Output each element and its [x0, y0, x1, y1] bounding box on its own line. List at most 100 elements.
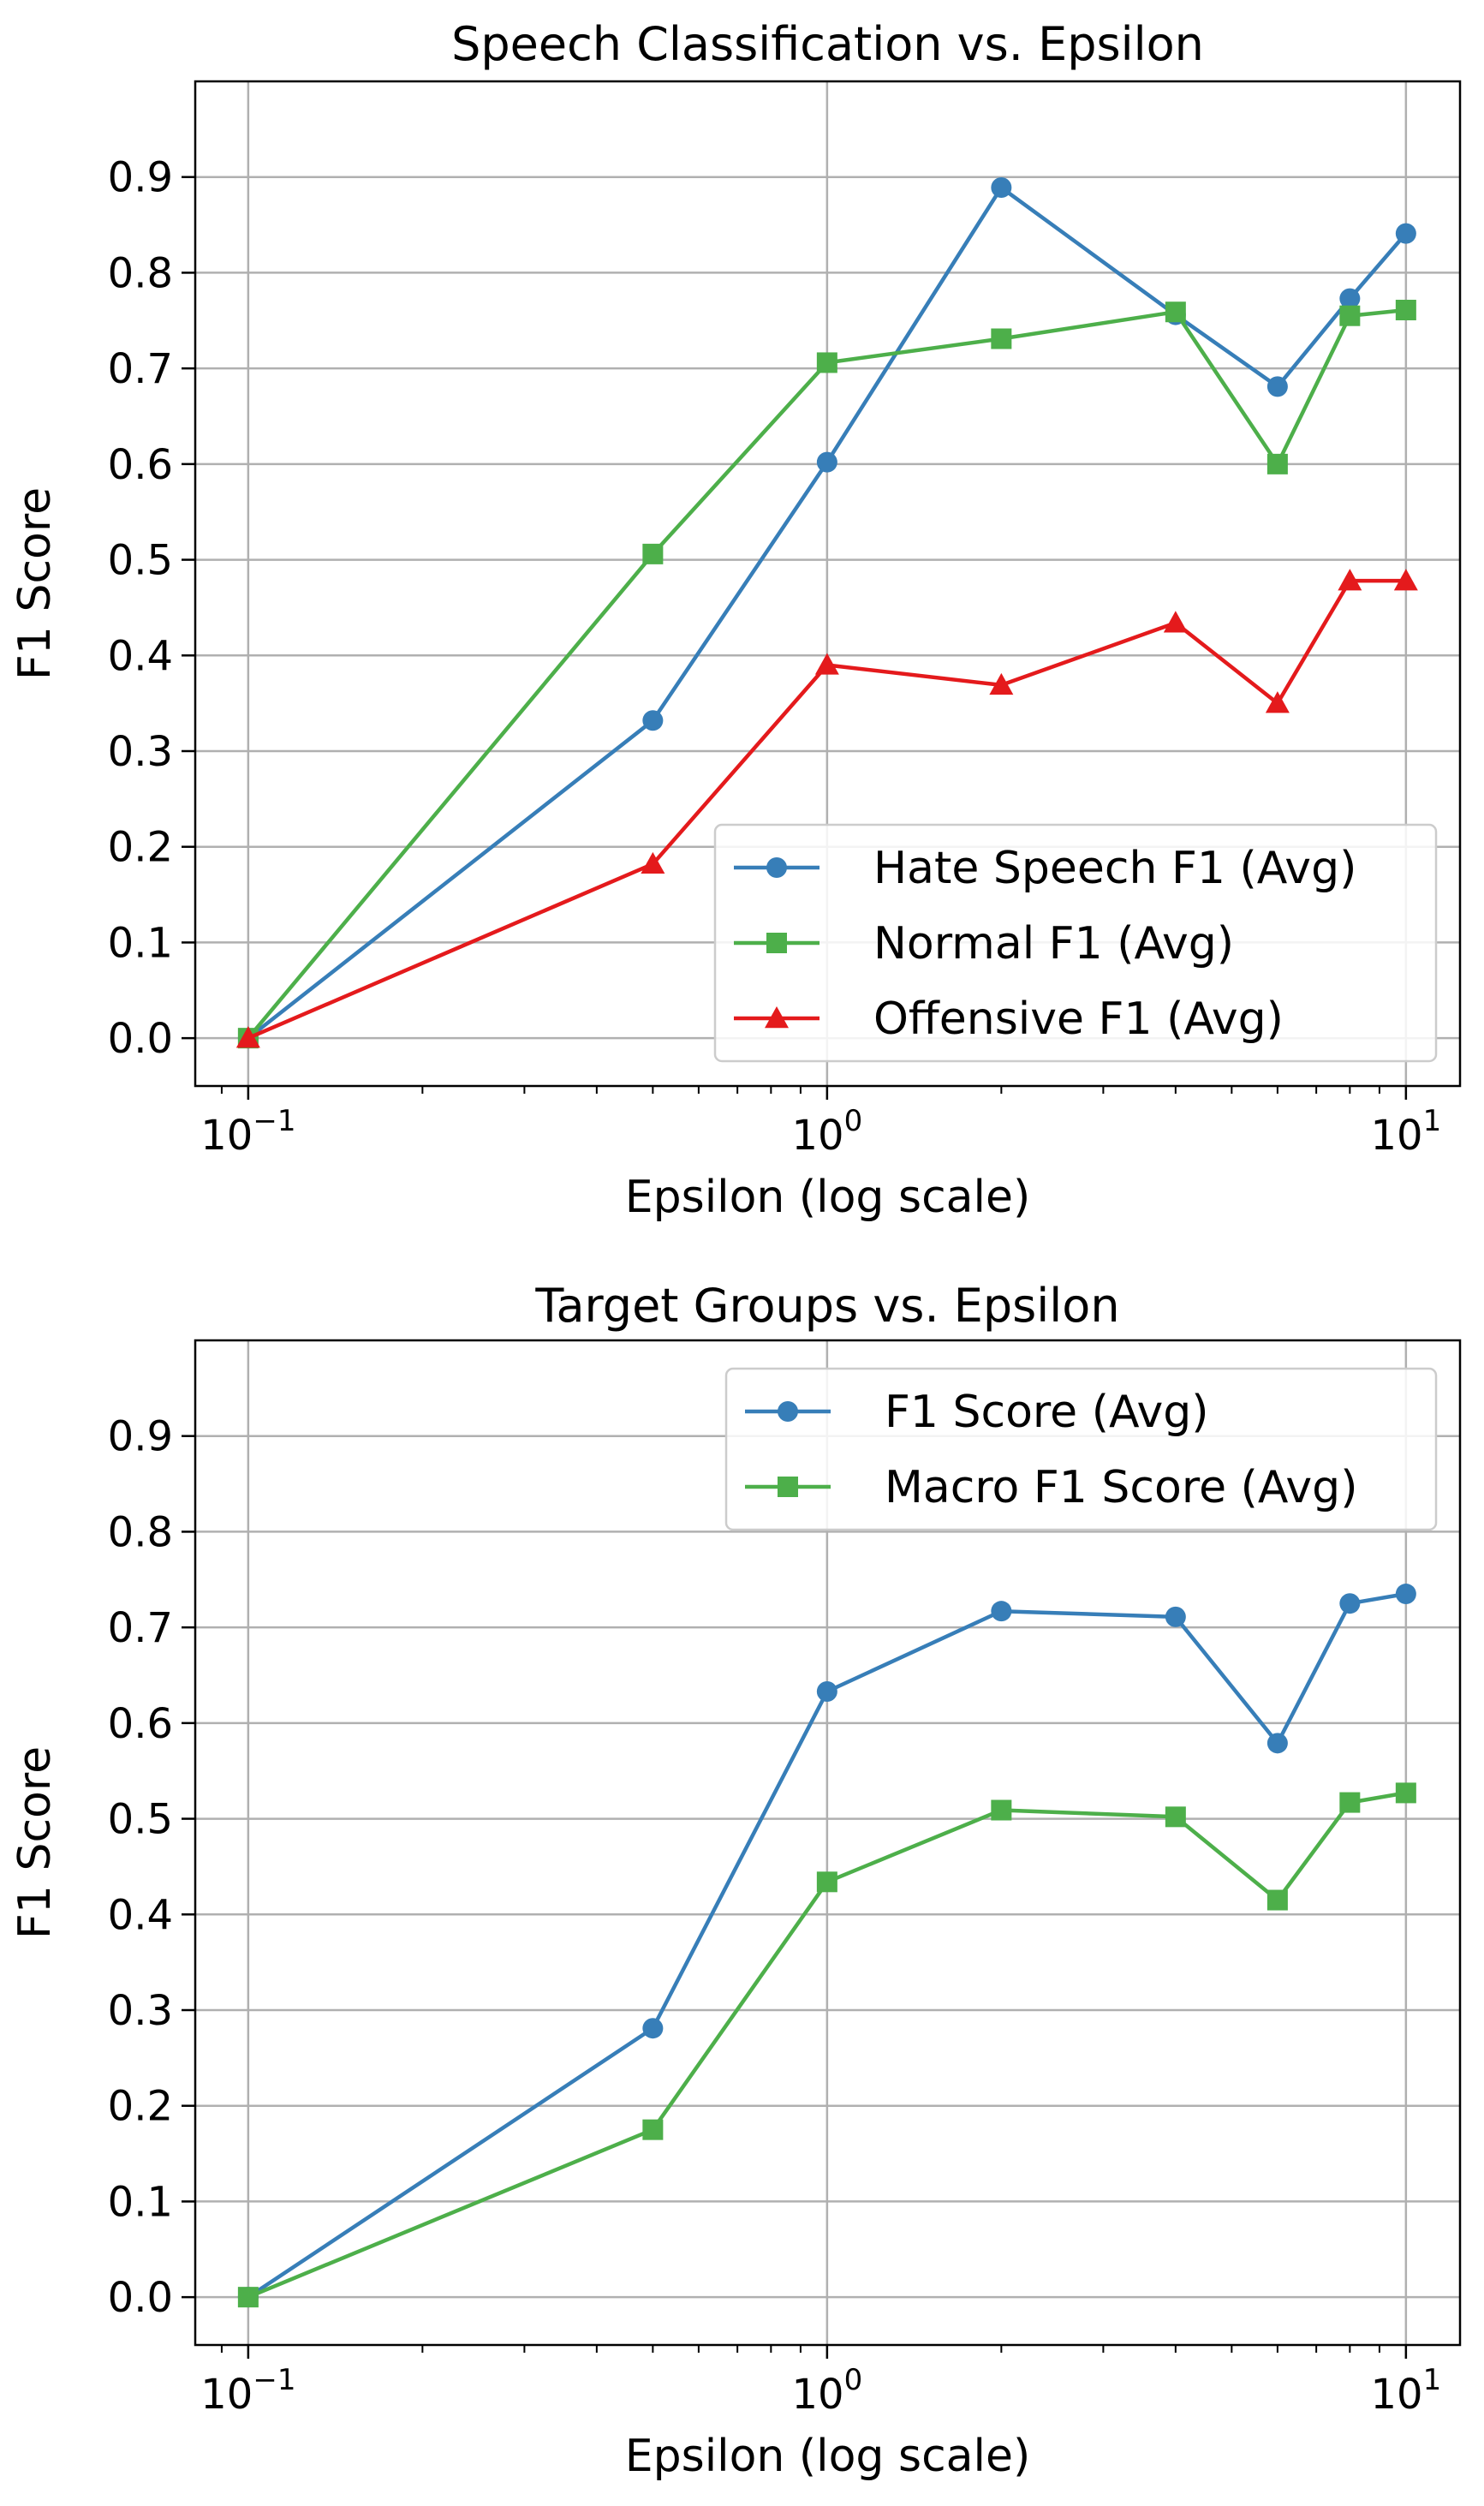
data-point [1265, 691, 1290, 713]
data-point [235, 1026, 260, 1048]
legend-item: Offensive F1 (Avg) [734, 993, 1284, 1045]
data-point [1395, 299, 1416, 320]
x-tick-label: 10−1 [200, 2363, 295, 2419]
legend-label: F1 Score (Avg) [885, 1387, 1209, 1438]
x-tick-exponent: 1 [1423, 2363, 1442, 2397]
data-point [816, 352, 837, 373]
data-point [642, 710, 664, 731]
y-tick-label: 0.7 [108, 345, 173, 393]
legend-item: Normal F1 (Avg) [734, 918, 1234, 970]
x-tick-label: 10−1 [200, 1104, 295, 1160]
data-point [1165, 1806, 1186, 1828]
data-point [641, 851, 665, 874]
data-point [991, 1601, 1012, 1622]
data-point [642, 2119, 664, 2140]
y-tick-label: 0.6 [108, 1700, 173, 1748]
data-point [1395, 1584, 1416, 1605]
data-point [814, 653, 839, 675]
data-point [1395, 1782, 1416, 1804]
plot-frame [194, 80, 1462, 1088]
y-tick-label: 0.6 [108, 441, 173, 489]
data-point [1266, 453, 1288, 474]
x-tick-base: 10 [1370, 2371, 1422, 2419]
y-tick-label: 0.0 [108, 2274, 173, 2322]
series-3 [235, 569, 1418, 1048]
chart-title: Target Groups vs. Epsilon [534, 1279, 1119, 1333]
data-point [991, 1799, 1012, 1821]
x-axis-label: Epsilon (log scale) [625, 1172, 1031, 1223]
series-line [247, 578, 1406, 1041]
x-tick-base: 10 [200, 2371, 253, 2419]
y-tick-label: 0.9 [108, 1413, 173, 1461]
y-tick-label: 0.5 [108, 1796, 173, 1844]
x-tick-exponent: −1 [253, 1104, 295, 1138]
chart-2: 10−1 100 1010.00.10.20.30.40.50.60.70.80.9… [9, 1279, 1462, 2482]
x-tick-exponent: 0 [844, 2363, 863, 2397]
y-tick-label: 0.8 [108, 249, 173, 297]
x-tick-base: 10 [200, 1112, 253, 1160]
legend-label: Macro F1 Score (Avg) [885, 1462, 1357, 1513]
legend-label: Offensive F1 (Avg) [873, 993, 1284, 1045]
legend: Hate Speech F1 (Avg) Normal F1 (Avg) Offen… [713, 823, 1438, 1063]
data-point [816, 451, 837, 473]
data-point [1339, 305, 1361, 326]
x-tick-label: 101 [1370, 2363, 1441, 2419]
series-2 [237, 1782, 1416, 2308]
x-minor-ticks [220, 2345, 1380, 2353]
legend-marker [766, 857, 787, 878]
data-point [816, 1871, 837, 1893]
data-point [1266, 1733, 1288, 1754]
chart-1: 10−1 100 1010.00.10.20.30.40.50.60.70.80.9… [9, 17, 1462, 1223]
legend-box [713, 823, 1438, 1063]
series-line [247, 1591, 1407, 2299]
y-tick-label: 0.3 [108, 1987, 173, 2035]
legend-label: Normal F1 (Avg) [873, 918, 1234, 970]
y-tick-label: 0.4 [108, 1891, 173, 1939]
legend-marker [778, 1401, 798, 1422]
y-tick-label: 0.3 [108, 728, 173, 776]
y-tick-label: 0.5 [108, 537, 173, 585]
y-tick-label: 0.2 [108, 2083, 173, 2131]
data-point [1393, 569, 1418, 591]
legend: F1 Score (Avg) Macro F1 Score (Avg) [724, 1367, 1438, 1531]
data-point [237, 2287, 259, 2308]
x-tick-label: 101 [1370, 1104, 1441, 1160]
data-point [1339, 1792, 1361, 1813]
legend-marker [765, 1006, 789, 1029]
legend-item: F1 Score (Avg) [745, 1387, 1209, 1438]
data-point [642, 2018, 664, 2039]
x-tick-label: 100 [791, 1104, 862, 1160]
chart-title: Speech Classification vs. Epsilon [451, 17, 1204, 71]
data-point [1163, 611, 1188, 633]
legend-label: Hate Speech F1 (Avg) [873, 843, 1356, 894]
y-tick-label: 0.4 [108, 632, 173, 680]
x-tick-base: 10 [791, 1112, 843, 1160]
legend-marker [778, 1477, 798, 1497]
x-minor-ticks [220, 1086, 1380, 1094]
data-point [991, 177, 1012, 199]
data-point [1266, 1889, 1288, 1911]
series-line [247, 185, 1408, 1040]
legend-item: Macro F1 Score (Avg) [745, 1462, 1357, 1513]
series-line [247, 307, 1407, 1040]
y-tick-label: 0.0 [108, 1015, 173, 1063]
y-tick-label: 0.9 [108, 154, 173, 202]
series-line [247, 1791, 1407, 2300]
data-point [1339, 288, 1361, 309]
legend-marker [766, 933, 787, 953]
y-tick-label: 0.1 [108, 2178, 173, 2226]
plot-frame [194, 1339, 1462, 2347]
x-axis-label: Epsilon (log scale) [625, 2431, 1031, 2482]
data-point [989, 672, 1014, 695]
data-point [642, 543, 664, 564]
x-tick-base: 10 [1370, 1112, 1422, 1160]
y-tick-label: 0.2 [108, 824, 173, 872]
x-tick-exponent: −1 [253, 2363, 295, 2397]
y-tick-label: 0.7 [108, 1604, 173, 1652]
data-point [1165, 1606, 1186, 1627]
legend-item: Hate Speech F1 (Avg) [734, 843, 1356, 894]
data-point [816, 1680, 837, 1702]
x-tick-base: 10 [791, 2371, 843, 2419]
data-point [1338, 569, 1362, 591]
